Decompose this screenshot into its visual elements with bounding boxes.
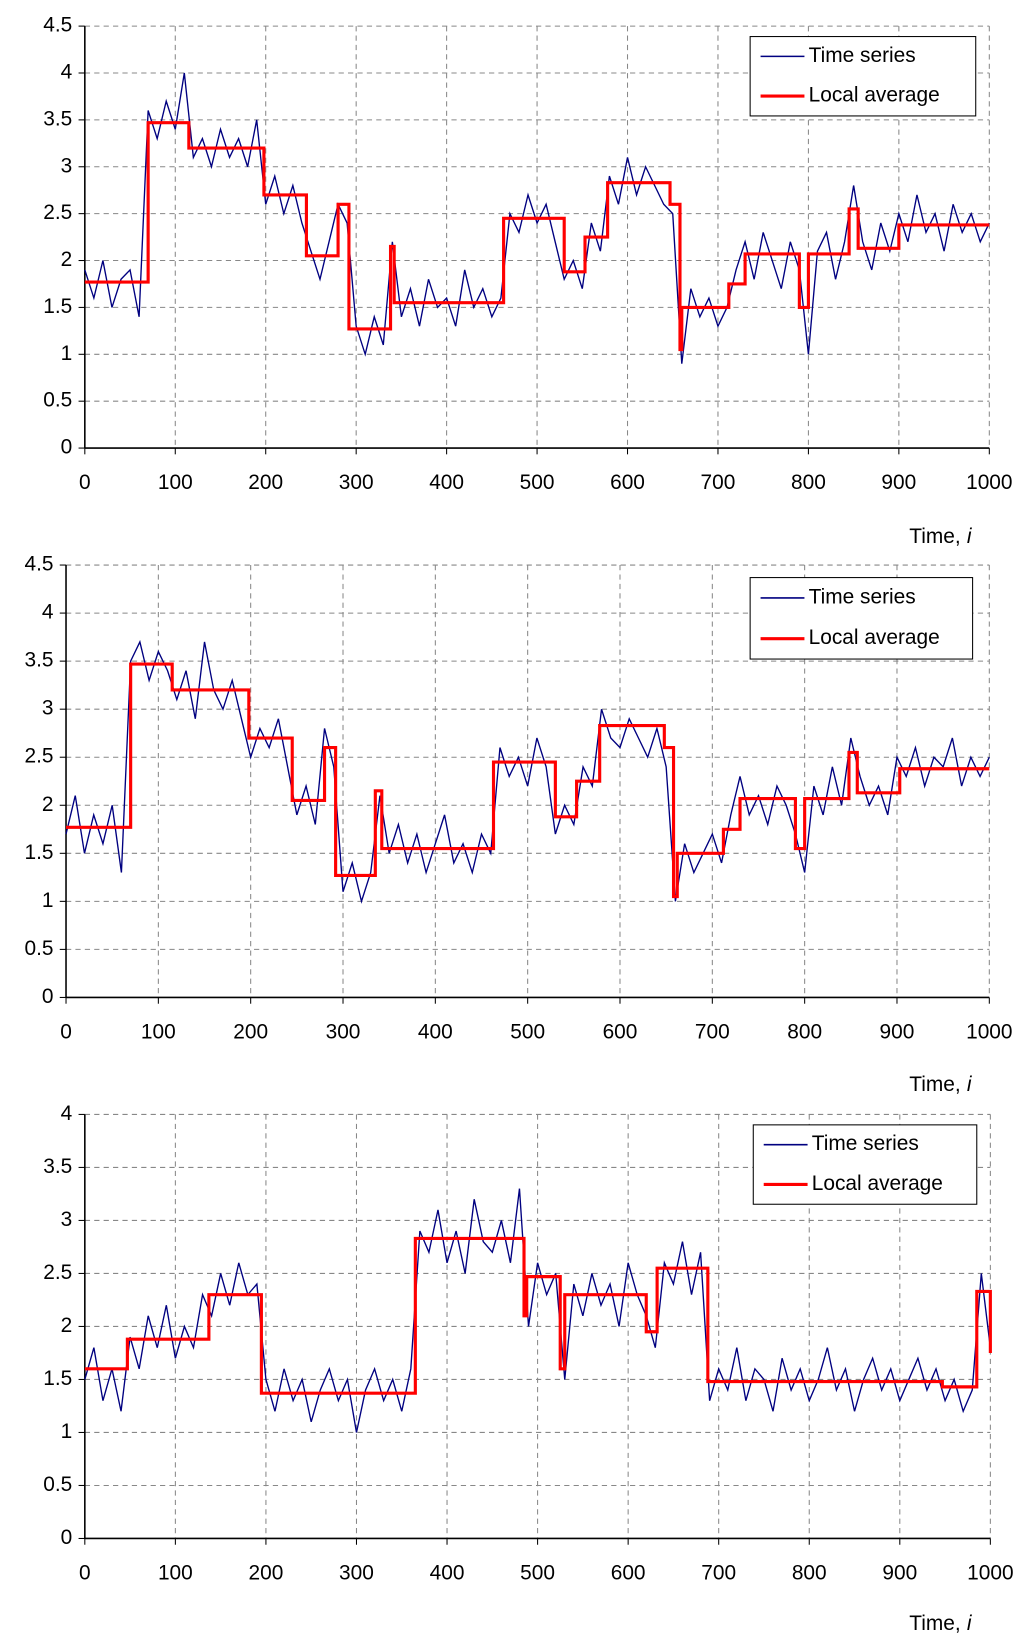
legend-box — [749, 577, 974, 660]
y-tick-label: 3 — [61, 154, 73, 177]
plot: 0 0.5 1 1.5 2 2.5 3 3.5 4 4.5 0 100 200 300 400 500 600 7… — [43, 14, 1012, 548]
legend-box — [749, 36, 977, 117]
y-tick-label: 3 — [42, 697, 54, 720]
y-tick-label: 1.5 — [43, 1367, 72, 1390]
x-tick-label: 100 — [158, 471, 193, 494]
x-tick-label: 700 — [701, 1561, 736, 1584]
x-tick-label: 1000 — [966, 471, 1012, 494]
y-tick-label: 1 — [61, 1420, 73, 1443]
legend: Time series Local average — [752, 1124, 978, 1205]
x-tick-label: 300 — [339, 1561, 374, 1584]
x-axis-label-text: Time, — [909, 524, 960, 547]
x-tick-label: 800 — [791, 471, 826, 494]
local-average-line — [66, 662, 990, 899]
legend-label: Local average — [812, 1172, 943, 1195]
legend-label: Local average — [809, 626, 940, 649]
legend-label: Time series — [809, 44, 916, 67]
x-tick-label: 900 — [880, 1020, 915, 1043]
y-tick-label: 3.5 — [43, 1155, 72, 1178]
x-tick-label: 300 — [339, 471, 374, 494]
legend-label: Time series — [809, 585, 916, 608]
x-tick-label: 0 — [60, 1020, 72, 1043]
x-tick-label: 600 — [610, 471, 645, 494]
x-axis-label-text: Time, — [909, 1073, 960, 1096]
x-tick-label: 600 — [611, 1561, 646, 1584]
y-tick-label: 1 — [61, 342, 73, 365]
x-axis-label: Time, i — [909, 524, 973, 547]
legend: Time series Local average — [749, 36, 977, 117]
y-tick-label: 4.5 — [24, 553, 53, 576]
y-tick-label: 0.5 — [43, 389, 72, 412]
x-tick-label: 700 — [695, 1020, 730, 1043]
plot: 0 0.5 1 1.5 2 2.5 3 3.5 4 0 100 200 300 400 500 600 700 8… — [43, 1102, 1013, 1635]
x-axis-label-variable: i — [967, 1612, 973, 1635]
y-tick-label: 0.5 — [24, 937, 53, 960]
x-tick-label: 100 — [158, 1561, 193, 1584]
x-tick-label: 200 — [249, 1561, 284, 1584]
y-tick-label: 3.5 — [24, 649, 53, 672]
x-tick-label: 400 — [418, 1020, 453, 1043]
y-tick-label: 4 — [42, 601, 54, 624]
y-tick-label: 3.5 — [43, 107, 72, 130]
x-tick-label: 100 — [141, 1020, 176, 1043]
local-average-line — [84, 121, 990, 352]
x-tick-label: 1000 — [966, 1020, 1012, 1043]
x-tick-label: 0 — [79, 1561, 91, 1584]
time-series-line — [84, 1188, 992, 1433]
y-tick-label: 2 — [61, 248, 73, 271]
y-tick-label: 1.5 — [24, 841, 53, 864]
y-tick-label: 4.5 — [43, 14, 72, 37]
x-tick-label: 1000 — [967, 1561, 1013, 1584]
x-tick-label: 200 — [233, 1020, 268, 1043]
y-tick-label: 1.5 — [43, 295, 72, 318]
y-tick-label: 0 — [61, 436, 73, 459]
y-tick-label: 0 — [42, 985, 54, 1008]
x-tick-label: 300 — [326, 1020, 361, 1043]
x-axis-label: Time, i — [909, 1612, 973, 1635]
x-tick-label: 900 — [882, 1561, 917, 1584]
x-tick-label: 600 — [603, 1020, 638, 1043]
time-series-line — [84, 72, 990, 364]
legend-label: Local average — [809, 84, 940, 107]
x-axis-label: Time, i — [909, 1073, 973, 1096]
x-tick-label: 800 — [792, 1561, 827, 1584]
y-tick-label: 2.5 — [24, 745, 53, 768]
y-tick-label: 3 — [61, 1208, 73, 1231]
x-tick-label: 800 — [787, 1020, 822, 1043]
plot: 0 0.5 1 1.5 2 2.5 3 3.5 4 4.5 0 100 200 300 400 500 600 7… — [24, 553, 1012, 1096]
x-tick-label: 500 — [520, 471, 555, 494]
legend-box — [752, 1124, 978, 1205]
y-tick-label: 2.5 — [43, 1261, 72, 1284]
y-tick-label: 0 — [61, 1526, 73, 1549]
x-axis-label-text: Time, — [909, 1612, 960, 1635]
y-tick-label: 4 — [61, 1102, 73, 1125]
y-tick-label: 0.5 — [43, 1473, 72, 1496]
x-tick-label: 0 — [79, 471, 91, 494]
x-tick-label: 900 — [881, 471, 916, 494]
y-tick-label: 2 — [61, 1314, 73, 1337]
x-tick-label: 500 — [510, 1020, 545, 1043]
x-tick-label: 400 — [429, 471, 464, 494]
x-tick-label: 200 — [248, 471, 283, 494]
y-tick-label: 2 — [42, 793, 54, 816]
x-axis-label-variable: i — [967, 1073, 973, 1096]
time-series-line — [65, 639, 990, 904]
x-axis-label-variable: i — [967, 524, 973, 547]
local-average-line — [84, 1236, 992, 1395]
y-tick-label: 4 — [61, 61, 73, 84]
x-tick-label: 500 — [520, 1561, 555, 1584]
legend-label: Time series — [812, 1132, 919, 1155]
x-tick-label: 400 — [430, 1561, 465, 1584]
y-tick-label: 1 — [42, 889, 54, 912]
y-tick-label: 2.5 — [43, 201, 72, 224]
legend: Time series Local average — [749, 577, 974, 660]
x-tick-label: 700 — [701, 471, 736, 494]
